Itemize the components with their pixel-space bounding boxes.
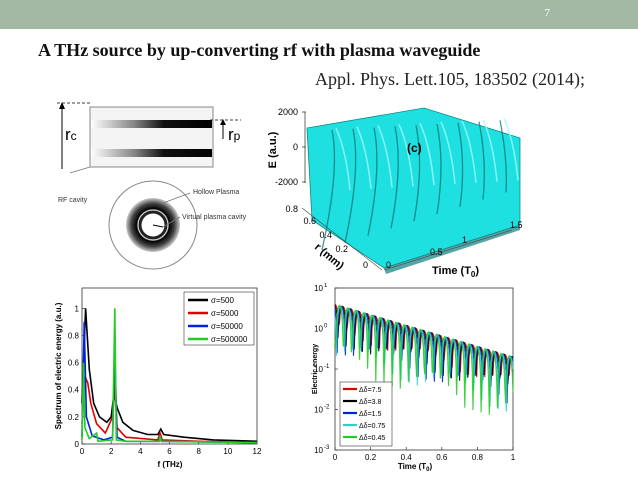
slide-header-bar: 7 (0, 0, 638, 29)
time-tick-label: 0 (386, 260, 391, 270)
energy-legend-label: Δδ=0.75 (359, 423, 385, 430)
energy-y-tick: 10 (314, 325, 323, 334)
spectrum-y-tick: 0.2 (68, 413, 80, 422)
spectrum-series-line (81, 375, 258, 444)
surface-ridge (390, 126, 399, 229)
surface-plot: 2000 0 -2000 E (a.u.) 0.8 0.60.40.2 0 0 0.5 1 1… (267, 107, 523, 279)
surface-ridge (436, 123, 442, 215)
spectrum-y-label: Spectrum of electric energy (a.u.) (54, 302, 63, 429)
energy-x-tick: 1 (511, 453, 516, 462)
rp-label: rp (228, 125, 241, 144)
spectrum-x-tick: 12 (253, 447, 262, 456)
page-number: 7 (544, 7, 551, 19)
energy-y-tick-exp: 1 (324, 283, 328, 289)
z-tick-label: -2000 (275, 177, 298, 187)
spectrum-y-tick: 0.6 (68, 359, 80, 368)
spectrum-y-tick: 1 (75, 304, 80, 313)
surface-highlight (482, 119, 498, 182)
energy-y-tick: 10 (314, 284, 323, 293)
spectrum-x-tick: 4 (138, 447, 143, 456)
panel-label-c: (c) (407, 141, 422, 155)
time-tick-label: 1 (462, 235, 467, 245)
energy-x-tick: 0.2 (365, 453, 377, 462)
spectrum-y-tick: 0.8 (68, 331, 80, 340)
energy-x-tick: 0.4 (401, 453, 413, 462)
surface-highlight (419, 122, 435, 186)
slide-title: A THz source by up-converting rf with pl… (38, 40, 481, 60)
spectrum-chart: 0 0.2 0.4 0.6 0.8 1 0 2 4 6 8 10 12 σ=500 σ=5000 σ=50… (54, 287, 262, 469)
z-tick-label: 2000 (278, 107, 298, 117)
energy-x-label: Time (T0) (398, 462, 433, 473)
surface-ridge (457, 122, 464, 207)
z-tick-label: 0 (293, 142, 298, 152)
energy-y-tick-exp: 0 (324, 324, 328, 330)
surface-highlight (461, 120, 477, 183)
energy-series-line (334, 304, 514, 415)
virtual-cavity-label: Virtual plasma cavity (182, 214, 247, 221)
energy-y-tick-exp: -3 (324, 445, 330, 451)
surface-highlight (356, 126, 372, 189)
r-tick-label: 0.8 (285, 204, 298, 214)
time-tick-label: 0.5 (430, 247, 443, 257)
r-tick-label: 0.4 (319, 230, 332, 240)
spectrum-legend-label: σ=50000 (211, 322, 243, 331)
energy-y-label: Electric energy (312, 344, 319, 394)
energy-series-line (334, 305, 514, 412)
energy-y-tick: 10 (314, 446, 323, 455)
r-tick-label: 0.2 (335, 244, 348, 254)
spectrum-legend-label: σ=5000 (211, 309, 239, 318)
surface-ridge (321, 129, 336, 251)
surface-highlight (398, 124, 414, 187)
waveguide-diagram: rc rp RF cavity Hollow Plasma Virtual pl… (57, 102, 247, 270)
energy-legend-label: Δδ=7.5 (359, 387, 381, 394)
surface-ridge (367, 127, 378, 236)
plasma-band-top (91, 120, 212, 128)
rf-cavity-label: RF cavity (58, 197, 88, 204)
surface-highlight (440, 121, 456, 185)
reference-citation: Appl. Phys. Lett.105, 183502 (2014); (315, 69, 585, 89)
spectrum-y-tick: 0.4 (68, 386, 80, 395)
energy-y-tick-exp: -2 (324, 405, 330, 411)
spectrum-x-tick: 8 (196, 447, 201, 456)
energy-x-tick: 0 (333, 453, 338, 462)
surface-ridge (499, 120, 508, 193)
energy-x-tick: 0.6 (436, 453, 448, 462)
surface-ridge (413, 125, 421, 222)
energy-legend-label: Δδ=3.8 (359, 399, 381, 406)
rc-label: rc (65, 125, 77, 144)
spectrum-x-label: f (THz) (158, 460, 183, 469)
surface-ridge (344, 128, 357, 243)
energy-y-tick: 10 (314, 406, 323, 415)
energy-y-tick-exp: -1 (324, 364, 330, 370)
energy-y-tick: 10 (314, 365, 323, 374)
energy-legend-label: Δδ=0.45 (359, 435, 385, 442)
spectrum-series-line (81, 308, 258, 444)
spectrum-x-tick: 0 (80, 447, 85, 456)
surface-ridge (478, 121, 485, 200)
plasma-band-bottom (91, 149, 212, 157)
surface-edge (384, 225, 520, 274)
r-tick-label: 0 (363, 260, 368, 270)
time-axis-label: Time (T0) (432, 265, 479, 279)
hollow-plasma-label: Hollow Plasma (193, 189, 239, 196)
spectrum-x-tick: 6 (167, 447, 172, 456)
surface-highlight (503, 118, 519, 181)
energy-x-tick: 0.8 (472, 453, 484, 462)
spectrum-series-line (81, 308, 258, 443)
surface-highlight (377, 125, 393, 188)
spectrum-x-tick: 2 (109, 447, 114, 456)
spectrum-y-tick: 0 (75, 440, 80, 449)
r-tick-label: 0.6 (303, 216, 316, 226)
spectrum-x-tick: 10 (223, 447, 232, 456)
spectrum-legend-label: σ=500000 (211, 335, 248, 344)
energy-legend-label: Δδ=1.5 (359, 411, 381, 418)
spectrum-legend-label: σ=500 (211, 296, 235, 305)
cavity-box (89, 106, 214, 168)
time-tick-label: 1.5 (510, 220, 523, 230)
z-axis-label: E (a.u.) (267, 131, 279, 168)
surface-highlight (335, 127, 351, 191)
